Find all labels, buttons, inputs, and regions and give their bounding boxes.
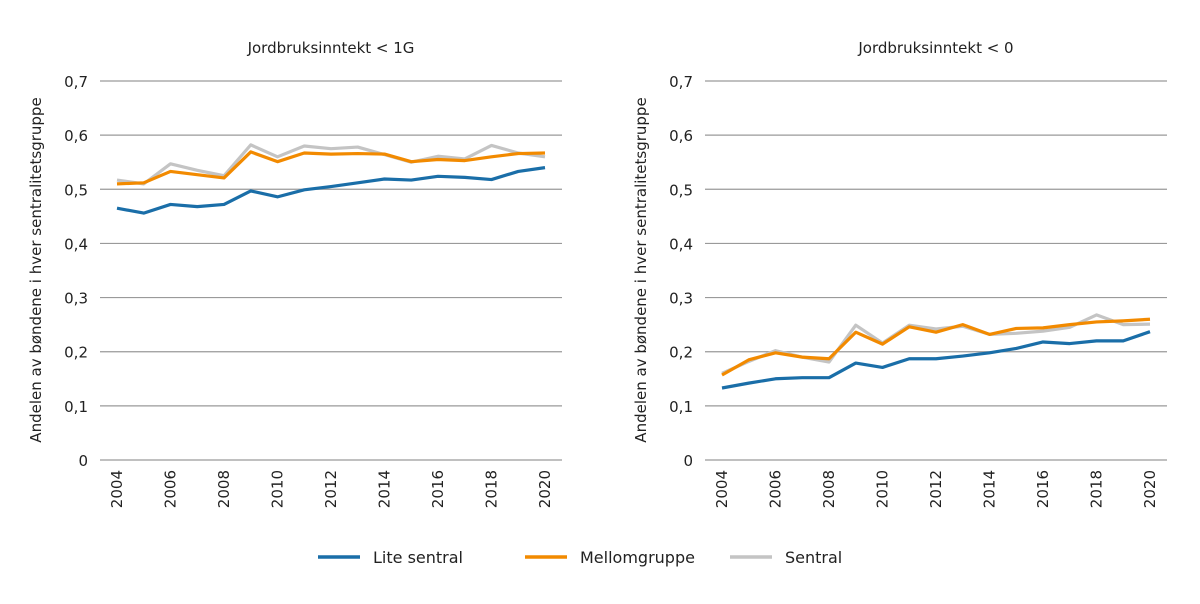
x-tick-label: 2004 [713,470,731,508]
y-tick-label: 0,7 [669,73,693,91]
x-tick-label: 2006 [162,470,180,508]
y-tick-label: 0,6 [64,127,88,145]
series-line-sentral [116,143,546,186]
y-tick-label: 0,7 [64,73,88,91]
x-tick-label: 2010 [269,470,287,508]
y-tick-label: 0,5 [669,181,693,199]
x-tick-label: 2020 [1141,470,1159,508]
x-tick-label: 2012 [927,470,945,508]
x-tick-label: 2012 [322,470,340,508]
y-tick-label: 0,1 [669,398,693,416]
y-tick-label: 0,5 [64,181,88,199]
legend-label: Mellomgruppe [580,548,695,567]
chart-title: Jordbruksinntekt < 1G [247,39,415,57]
x-tick-label: 2018 [483,470,501,508]
legend-label: Sentral [785,548,842,567]
y-tick-label: 0 [78,452,88,470]
x-tick-label: 2016 [1034,470,1052,508]
y-tick-label: 0,4 [64,235,88,253]
series-line-lite-sentral [721,330,1151,390]
x-tick-label: 2010 [874,470,892,508]
y-tick-label: 0,3 [64,290,88,308]
x-tick-label: 2008 [820,470,838,508]
series-line-lite-sentral [116,166,546,215]
series-line-mellomgruppe [721,317,1151,377]
x-tick-label: 2020 [536,470,554,508]
chart-title: Jordbruksinntekt < 0 [857,39,1013,57]
y-tick-label: 0,3 [669,290,693,308]
y-tick-label: 0 [683,452,693,470]
y-tick-label: 0,2 [64,344,88,362]
x-tick-label: 2014 [376,470,394,508]
x-tick-label: 2016 [429,470,447,508]
y-tick-label: 0,2 [669,344,693,362]
x-tick-label: 2008 [215,470,233,508]
y-axis-label: Andelen av bøndene i hver sentralitetsgr… [632,97,650,442]
x-tick-label: 2006 [767,470,785,508]
x-tick-label: 2018 [1088,470,1106,508]
y-tick-label: 0,1 [64,398,88,416]
series-line-mellomgruppe [116,150,546,186]
x-tick-label: 2014 [981,470,999,508]
legend-label: Lite sentral [373,548,463,567]
x-tick-label: 2004 [108,470,126,508]
y-tick-label: 0,4 [669,235,693,253]
y-tick-label: 0,6 [669,127,693,145]
y-axis-label: Andelen av bøndene i hver sentralitetsgr… [27,97,45,442]
